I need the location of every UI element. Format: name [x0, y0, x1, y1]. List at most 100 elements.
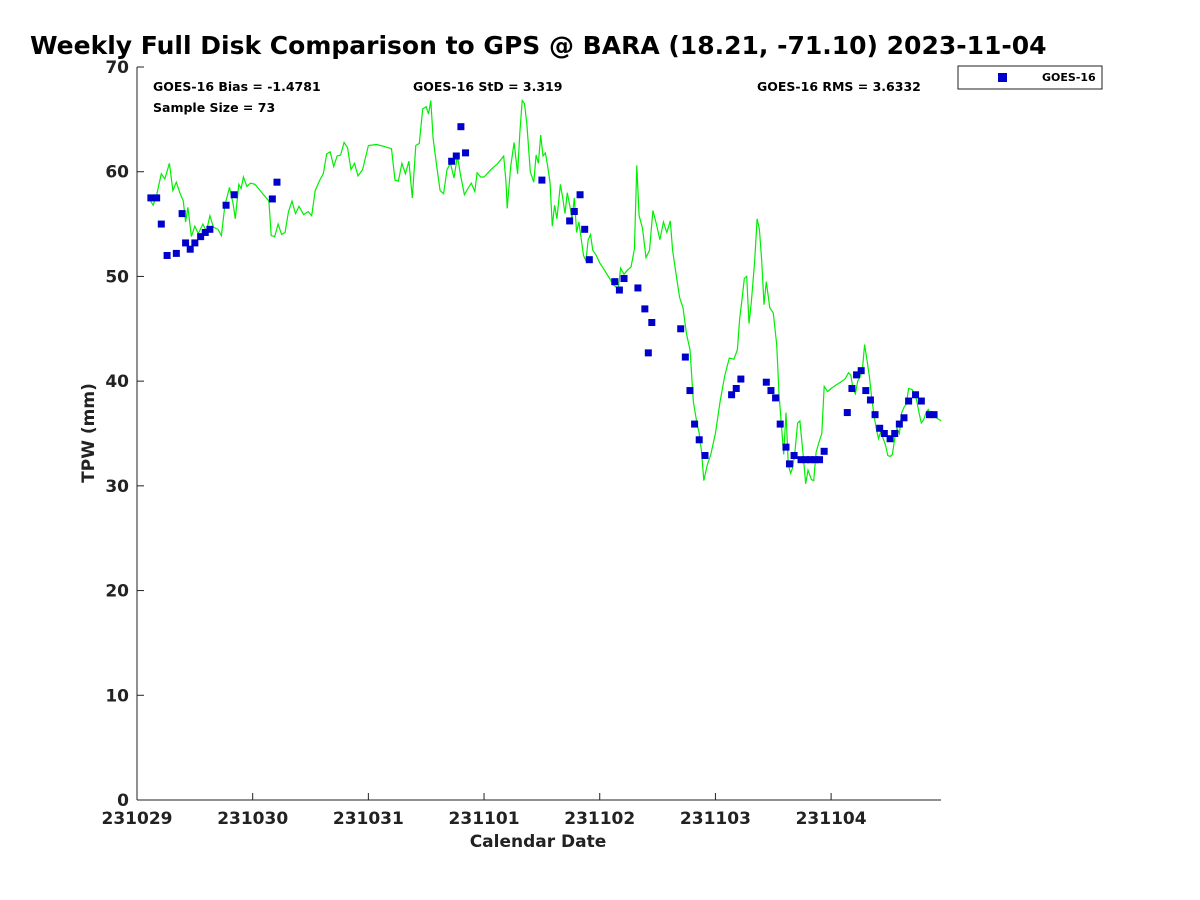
goes16-point [172, 249, 180, 257]
goes16-point [732, 384, 740, 392]
goes16-point [611, 278, 619, 286]
goes16-point [163, 251, 171, 259]
x-axis-label: Calendar Date [470, 832, 607, 852]
sample-size-stat: Sample Size = 73 [153, 100, 275, 115]
goes16-point [186, 245, 194, 253]
goes16-point [178, 210, 186, 218]
goes16-point [648, 319, 656, 327]
goes16-point [273, 178, 281, 186]
x-tick-label: 231030 [217, 809, 288, 829]
goes16-point [222, 201, 230, 209]
goes16-point [566, 217, 574, 225]
legend-marker-goes16 [998, 73, 1007, 82]
goes16-point [230, 191, 238, 199]
goes16-point [197, 233, 205, 241]
goes16-point [782, 443, 790, 451]
goes16-point [767, 387, 775, 395]
x-tick-label: 231103 [680, 809, 751, 829]
goes16-point [806, 456, 814, 464]
goes16-point [634, 284, 642, 292]
x-tick-label: 231101 [449, 809, 520, 829]
goes16-point [585, 256, 593, 264]
y-axis-ticks: 0 10 20 30 40 50 60 70 [105, 58, 144, 811]
goes16-point [570, 208, 578, 216]
goes16-point [695, 436, 703, 444]
goes16-point [811, 456, 819, 464]
legend-box [957, 65, 1103, 90]
goes16-point [686, 387, 694, 395]
y-tick-label: 70 [105, 58, 129, 78]
goes16-point [576, 191, 584, 199]
goes16-point [900, 414, 908, 422]
goes16-point [871, 411, 879, 419]
x-tick-label: 231031 [333, 809, 404, 829]
goes16-point [191, 239, 199, 247]
x-tick-label: 231104 [796, 809, 867, 829]
x-tick-label: 231102 [564, 809, 635, 829]
goes16-point [201, 228, 209, 236]
goes16-point [857, 367, 865, 375]
x-tick-label: 231029 [102, 809, 173, 829]
goes16-point [538, 176, 546, 184]
goes16-point [448, 157, 456, 165]
goes16-point [925, 411, 933, 419]
goes16-point [762, 378, 770, 386]
gps-line-series [148, 98, 942, 484]
y-tick-label: 30 [105, 477, 129, 497]
goes16-point [457, 123, 465, 131]
goes16-point [891, 430, 899, 437]
plot-area: 0 10 20 30 40 50 60 70 231029 231030 231031 231101… [102, 58, 942, 829]
y-tick-label: 40 [105, 372, 129, 392]
goes16-point [206, 225, 214, 233]
goes16-point [843, 409, 851, 417]
goes16-point [581, 225, 589, 233]
goes16-point [776, 420, 784, 428]
goes16-point [912, 391, 920, 399]
goes16-point [905, 397, 913, 405]
y-tick-label: 60 [105, 163, 129, 183]
goes16-point [816, 456, 824, 464]
goes16-point [785, 460, 793, 468]
goes16-point [853, 371, 861, 379]
goes16-point [790, 451, 798, 459]
goes16-point [876, 424, 884, 432]
goes16-point [866, 396, 874, 404]
goes16-point [880, 430, 888, 437]
goes16-point [644, 349, 652, 357]
goes16-point [157, 220, 165, 228]
y-tick-label: 20 [105, 582, 129, 602]
goes16-point [772, 394, 780, 402]
y-tick-label: 50 [105, 267, 129, 287]
goes16-point [452, 152, 460, 160]
goes16-point [895, 420, 903, 428]
goes16-point [701, 451, 709, 459]
y-tick-label: 10 [105, 686, 129, 706]
goes16-point [677, 325, 685, 333]
goes16-point [268, 195, 276, 203]
x-axis-ticks: 231029 231030 231031 231101 231102 231103 2311… [102, 793, 867, 829]
y-axis-label: TPW (mm) [79, 383, 99, 483]
goes16-point [147, 194, 155, 202]
goes16-point [182, 239, 190, 247]
std-stat: GOES-16 StD = 3.319 [413, 79, 562, 94]
goes16-point [737, 375, 745, 383]
goes16-point [691, 420, 699, 428]
goes16-point [620, 275, 628, 283]
goes16-point [641, 305, 649, 313]
goes16-point [802, 456, 810, 464]
goes16-point [797, 456, 805, 464]
goes16-point [615, 286, 623, 294]
goes16-point [862, 387, 870, 395]
goes16-point [820, 447, 828, 455]
gps-tpw-line [148, 98, 942, 484]
goes16-point [681, 353, 689, 361]
goes16-scatter-series [147, 123, 938, 468]
rms-stat: GOES-16 RMS = 3.6332 [757, 79, 921, 94]
legend: GOES-16 [957, 65, 1103, 90]
chart-title: Weekly Full Disk Comparison to GPS @ BAR… [30, 31, 1047, 60]
goes16-point [462, 149, 470, 157]
goes16-point [728, 391, 736, 399]
goes16-point [930, 411, 938, 419]
goes16-point [848, 384, 856, 392]
